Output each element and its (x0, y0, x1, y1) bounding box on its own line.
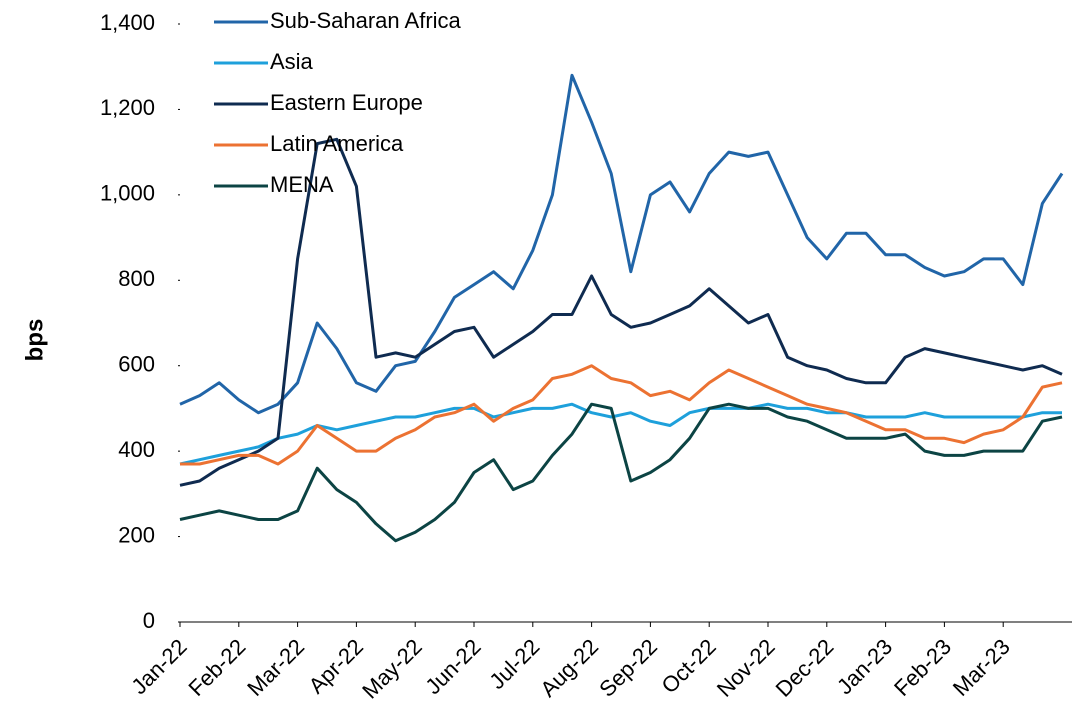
x-tick-label: Oct-22 (656, 634, 720, 698)
x-tick-label: Jan-22 (126, 634, 191, 699)
x-tick-label: Apr-22 (304, 634, 368, 698)
legend-label: MENA (270, 172, 334, 197)
x-tick-label: Jan-23 (832, 634, 897, 699)
y-tick-label: 400 (118, 437, 155, 462)
x-tick-label: Jun-22 (420, 634, 485, 699)
x-tick-label: Dec-22 (771, 634, 839, 702)
y-tick-label: 1,400 (100, 10, 155, 35)
series-line (179, 137, 1063, 487)
x-tick-label: Feb-22 (183, 634, 250, 701)
y-tick-label: 200 (118, 522, 155, 547)
series-line (179, 73, 1064, 415)
x-tick-label: Sep-22 (594, 634, 662, 702)
legend-label: Eastern Europe (270, 90, 423, 115)
legend-label: Sub-Saharan Africa (270, 8, 462, 33)
y-tick-label: 800 (118, 266, 155, 291)
x-tick-label: Nov-22 (712, 634, 780, 702)
series-line (179, 402, 1062, 466)
x-tick-label: May-22 (357, 634, 427, 704)
legend-label: Latin America (270, 131, 404, 156)
x-tick-label: Feb-23 (889, 634, 956, 701)
series-line (180, 364, 1063, 466)
x-tick-label: Mar-23 (948, 634, 1015, 701)
y-tick-label: 1,000 (100, 181, 155, 206)
y-tick-label: 0 (143, 608, 155, 633)
x-tick-label: Mar-22 (242, 634, 309, 701)
series-line (179, 402, 1063, 543)
y-tick-label: 600 (118, 352, 155, 377)
y-tick-label: 1,200 (100, 95, 155, 120)
x-tick-label: Aug-22 (535, 634, 603, 702)
y-axis-label: bps (21, 319, 48, 362)
legend-label: Asia (270, 49, 314, 74)
